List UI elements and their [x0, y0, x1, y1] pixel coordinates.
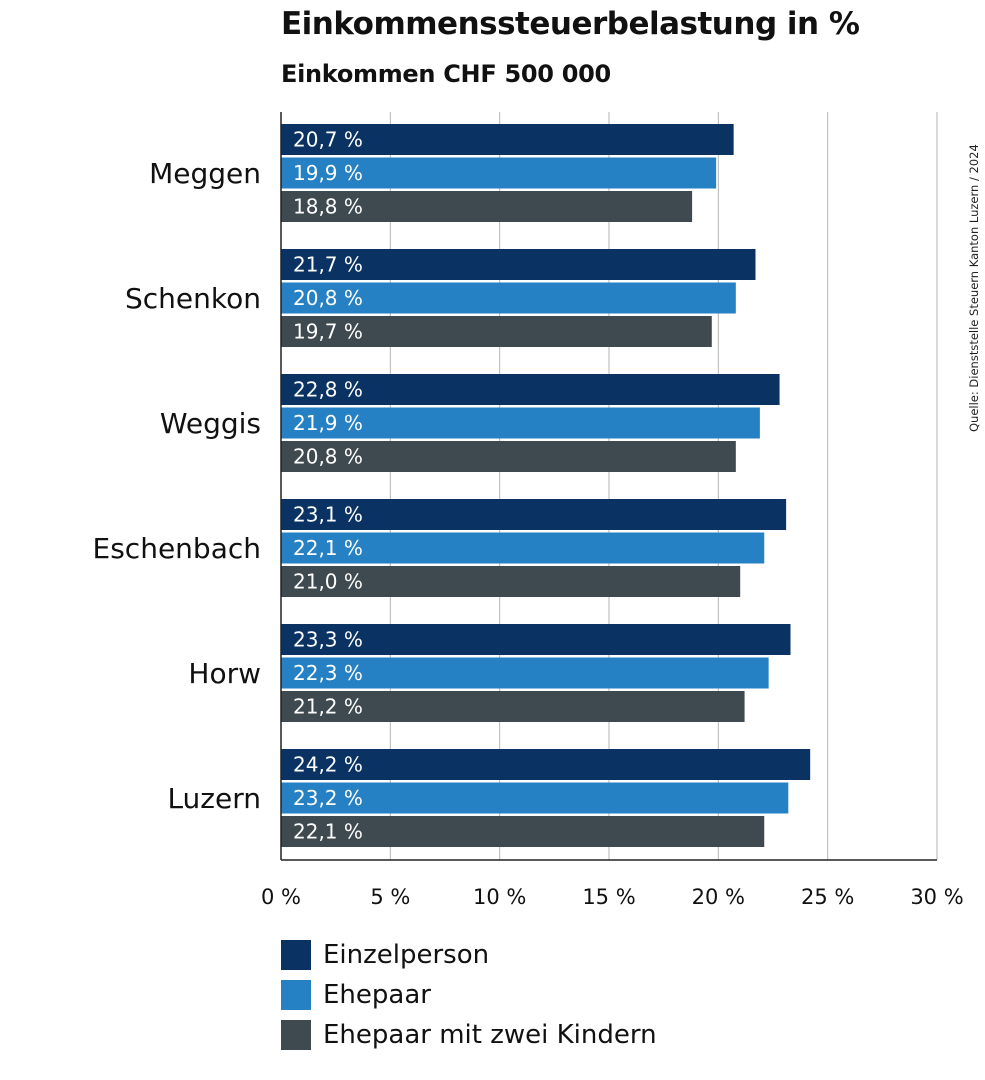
bar-value-label: 19,7 % — [293, 320, 363, 344]
x-tick-label: 10 % — [473, 885, 526, 909]
bar — [281, 532, 765, 564]
bars: 20,7 % 19,9 % 18,8 % 21,7 % 20,8 % 19,7 % 22,8… — [281, 124, 811, 847]
legend-swatch — [281, 940, 311, 970]
bar-value-label: 20,8 % — [293, 286, 363, 310]
legend-item-einzelperson: Einzelperson — [281, 935, 657, 975]
legend-label: Ehepaar mit zwei Kindern — [323, 1020, 657, 1050]
bar-value-label: 22,1 % — [293, 820, 363, 844]
legend-item-ehepaar: Ehepaar — [281, 975, 657, 1015]
bar — [281, 124, 734, 155]
legend-swatch — [281, 1020, 311, 1050]
legend-label: Einzelperson — [323, 940, 490, 970]
x-tick-label: 25 % — [801, 885, 854, 909]
bar — [281, 816, 765, 847]
bar — [281, 749, 811, 780]
bar-value-label: 24,2 % — [293, 753, 363, 777]
category-label: Schenkon — [125, 282, 261, 315]
bar-value-label: 23,3 % — [293, 628, 363, 652]
bar-chart: 20,7 % 19,9 % 18,8 % 21,7 % 20,8 % 19,7 % 22,8… — [93, 112, 964, 909]
category-label: Luzern — [167, 782, 261, 815]
bar — [281, 374, 780, 405]
bar-value-label: 23,2 % — [293, 786, 363, 810]
bar — [281, 657, 769, 689]
bar-value-label: 22,3 % — [293, 661, 363, 685]
bar — [281, 316, 712, 347]
bar-value-label: 22,1 % — [293, 536, 363, 560]
bar — [281, 624, 791, 655]
legend: Einzelperson Ehepaar Ehepaar mit zwei Ki… — [281, 935, 657, 1055]
bar — [281, 441, 736, 472]
bar — [281, 407, 760, 439]
bar — [281, 249, 756, 280]
category-label: Horw — [188, 657, 261, 690]
bar — [281, 782, 789, 814]
bar — [281, 499, 787, 530]
chart-subtitle: Einkommen CHF 500 000 — [281, 60, 611, 88]
bar — [281, 566, 741, 597]
bar — [281, 157, 717, 189]
bar-value-label: 18,8 % — [293, 195, 363, 219]
legend-item-ehepaar-mit-kindern: Ehepaar mit zwei Kindern — [281, 1015, 657, 1055]
legend-label: Ehepaar — [323, 980, 431, 1010]
bar-value-label: 21,0 % — [293, 570, 363, 594]
gridlines — [389, 112, 938, 860]
x-tick-label: 0 % — [261, 885, 301, 909]
bar-value-label: 22,8 % — [293, 378, 363, 402]
bar-value-label: 21,9 % — [293, 411, 363, 435]
bar-value-label: 23,1 % — [293, 503, 363, 527]
x-tick-label: 20 % — [692, 885, 745, 909]
bar-value-label: 21,7 % — [293, 253, 363, 277]
x-axis: 0 % 5 % 10 % 15 % 20 % 25 % 30 % — [261, 112, 964, 909]
bar — [281, 691, 745, 722]
chart-title: Einkommenssteuerbelastung in % — [281, 6, 860, 42]
x-tick-label: 30 % — [910, 885, 963, 909]
bar-value-label: 19,9 % — [293, 161, 363, 185]
category-label: Eschenbach — [93, 532, 261, 565]
x-tick-label: 5 % — [370, 885, 410, 909]
bar — [281, 282, 736, 314]
category-label: Meggen — [149, 157, 261, 190]
bar-value-label: 21,2 % — [293, 695, 363, 719]
legend-swatch — [281, 980, 311, 1010]
bar-value-label: 20,7 % — [293, 128, 363, 152]
category-labels: Meggen Schenkon Weggis Eschenbach Horw Luzern — [93, 157, 261, 815]
x-tick-label: 15 % — [582, 885, 635, 909]
bar — [281, 191, 693, 222]
category-label: Weggis — [160, 407, 261, 440]
bar-value-label: 20,8 % — [293, 445, 363, 469]
